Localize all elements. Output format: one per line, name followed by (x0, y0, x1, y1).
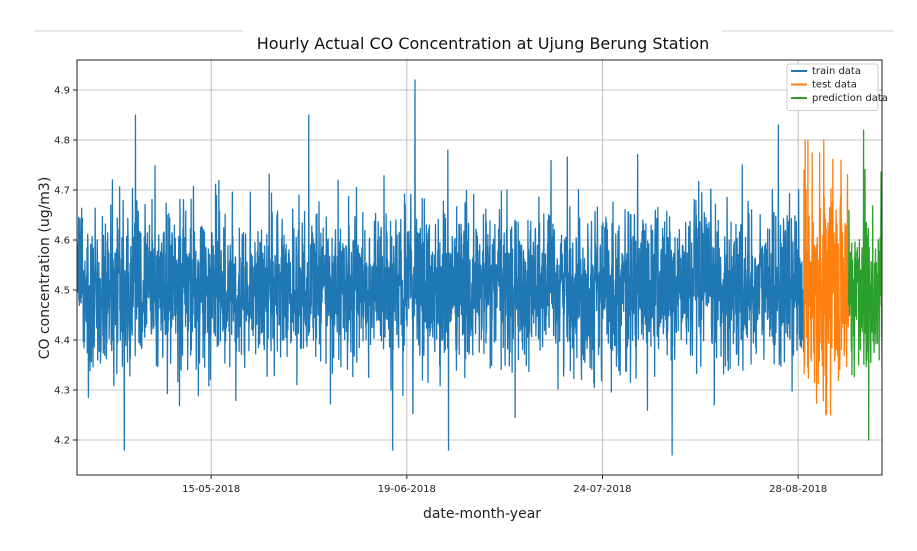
series-layer (77, 79, 882, 456)
series-line-test-data (803, 139, 850, 416)
y-axis-label: CO concentration (ug/m3) (37, 177, 53, 360)
legend-label-prediction-data: prediction data (812, 93, 888, 104)
y-tick-label: 4.5 (54, 286, 70, 297)
x-tick-label: 28-08-2018 (769, 484, 827, 495)
series-line-prediction-data (847, 129, 882, 441)
legend-label-train-data: train data (812, 66, 861, 77)
y-tick-label: 4.6 (54, 236, 70, 247)
y-tick-label: 4.4 (54, 336, 70, 347)
legend-label-test-data: test data (812, 80, 857, 91)
y-tick-label: 4.9 (54, 86, 70, 97)
series-group (77, 79, 882, 456)
y-tick-label: 4.7 (54, 186, 70, 197)
y-tick-label: 4.8 (54, 136, 70, 147)
legend-frame (786, 63, 879, 111)
y-axis: 4.2 4.3 4.4 4.5 4.6 4.7 4.8 4.9 (54, 86, 77, 447)
x-axis-label: date-month-year (423, 506, 541, 522)
x-tick-label: 19-06-2018 (378, 484, 436, 495)
legend: train data test data prediction data (786, 63, 888, 111)
chart-title: Hourly Actual CO Concentration at Ujung … (257, 34, 710, 53)
y-tick-label: 4.2 (54, 436, 70, 447)
plot-frame (76, 59, 883, 476)
x-tick-label: 15-05-2018 (182, 484, 240, 495)
x-axis: 15-05-2018 19-06-2018 24-07-2018 28-08-2018 (182, 475, 827, 495)
y-tick-label: 4.3 (54, 386, 70, 397)
series-line-train-data (77, 79, 805, 456)
x-tick-label: 24-07-2018 (573, 484, 631, 495)
